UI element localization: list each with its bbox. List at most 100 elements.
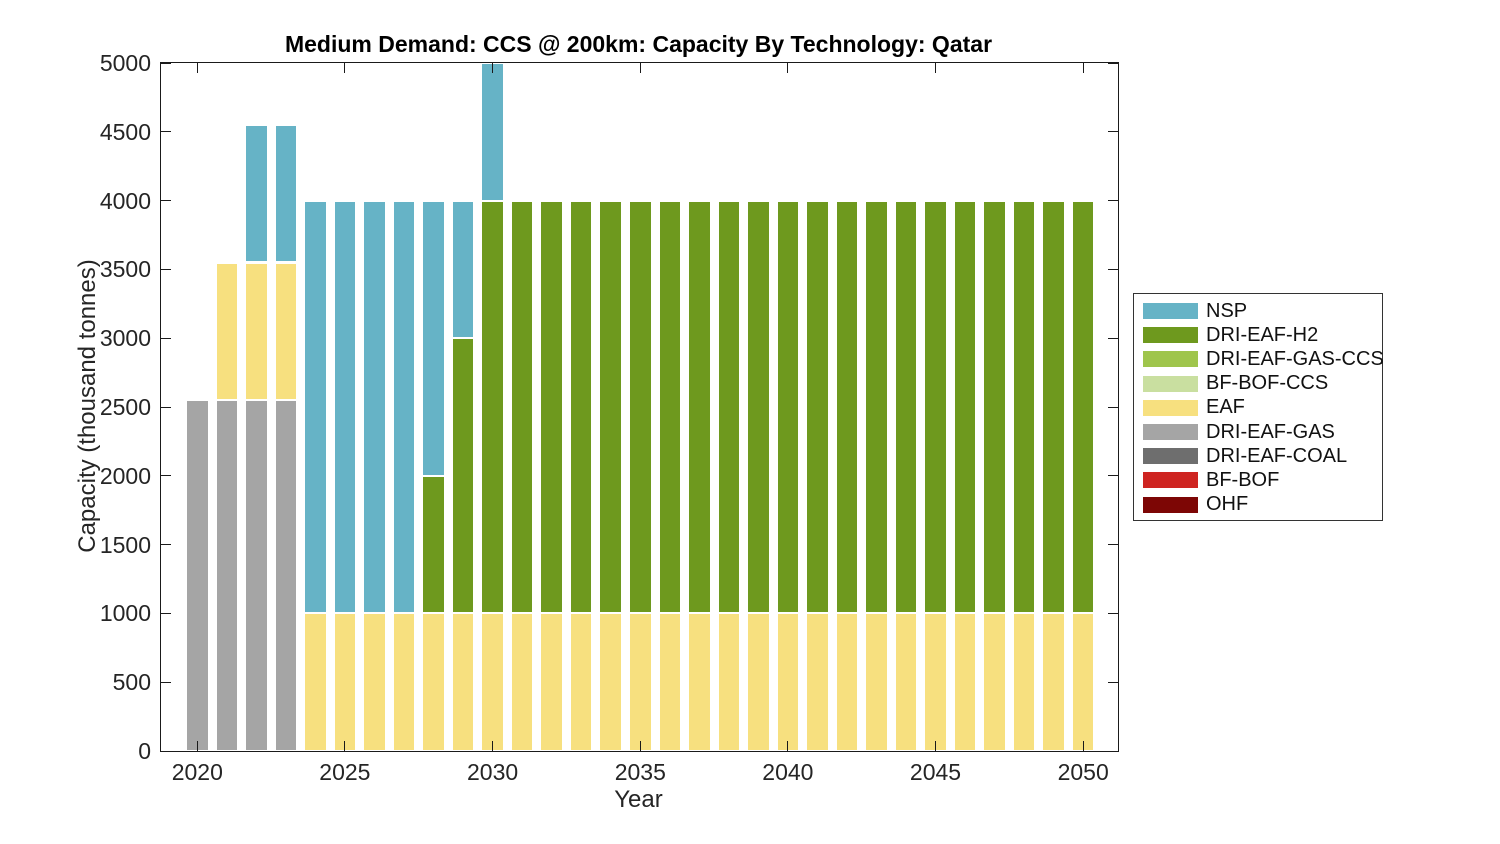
bar-segment-EAF-2027 — [392, 613, 416, 751]
y-tick — [161, 62, 171, 64]
bar-segment-EAF-2036 — [658, 613, 682, 751]
bar-segment-DRI-EAF-GAS-2023 — [274, 400, 298, 751]
legend-swatch-OHF — [1143, 496, 1198, 513]
bar-segment-DRI-EAF-GAS-2022 — [245, 400, 268, 751]
y-tick — [161, 268, 171, 270]
y-tick-right — [1108, 131, 1118, 133]
y-tick-label: 5000 — [99, 50, 151, 76]
bar-segment-DRI-EAF-H2-2036 — [658, 200, 682, 614]
legend-swatch-NSP — [1143, 303, 1198, 320]
bar-segment-EAF-2039 — [747, 613, 770, 751]
y-tick — [161, 681, 171, 683]
legend-swatch-EAF — [1143, 399, 1198, 416]
legend-label: EAF — [1206, 396, 1245, 419]
bar-segment-EAF-2028 — [422, 613, 445, 751]
x-tick — [639, 741, 641, 751]
legend-item-EAF: EAF — [1134, 396, 1382, 420]
legend-item-DRI-EAF-COAL: DRI-EAF-COAL — [1134, 444, 1382, 468]
bar-segment-EAF-2034 — [599, 613, 622, 751]
y-tick — [161, 131, 171, 133]
x-tick-label: 2020 — [171, 759, 223, 785]
y-tick-right — [1108, 612, 1118, 614]
bar-segment-NSP-2028 — [422, 200, 445, 476]
legend-item-DRI-EAF-GAS: DRI-EAF-GAS — [1134, 420, 1382, 444]
bar-segment-EAF-2042 — [835, 613, 859, 751]
legend-swatch-DRI-EAF-GAS — [1143, 424, 1198, 441]
x-tick-top — [196, 63, 198, 73]
bar-segment-NSP-2022 — [245, 124, 268, 263]
bar-segment-DRI-EAF-H2-2028 — [422, 475, 445, 614]
y-tick — [161, 475, 171, 477]
legend-item-DRI-EAF-H2: DRI-EAF-H2 — [1134, 323, 1382, 347]
bar-segment-DRI-EAF-H2-2037 — [688, 200, 711, 614]
y-tick — [161, 406, 171, 408]
x-tick-label: 2040 — [762, 759, 814, 785]
y-tick-right — [1108, 475, 1118, 477]
bar-segment-EAF-2023 — [274, 262, 298, 401]
bar-segment-DRI-EAF-H2-2042 — [835, 200, 859, 614]
bar-segment-EAF-2050 — [1071, 613, 1095, 751]
bar-segment-DRI-EAF-GAS-2020 — [186, 400, 209, 751]
x-tick — [935, 741, 936, 751]
bar-segment-NSP-2030 — [481, 63, 504, 201]
y-tick-right — [1108, 750, 1118, 752]
bar-segment-EAF-2043 — [865, 613, 888, 751]
x-tick — [196, 741, 198, 751]
bar-segment-DRI-EAF-GAS-2021 — [215, 400, 239, 751]
y-tick-label: 0 — [138, 738, 151, 764]
x-tick — [1082, 741, 1084, 751]
bar-segment-DRI-EAF-H2-2050 — [1071, 200, 1095, 614]
bar-segment-EAF-2046 — [953, 613, 977, 751]
legend-swatch-BF-BOF — [1143, 472, 1198, 489]
y-tick-right — [1108, 406, 1118, 408]
y-tick-right — [1108, 268, 1118, 270]
y-tick-label: 1000 — [99, 600, 151, 627]
bar-segment-DRI-EAF-H2-2038 — [717, 200, 741, 614]
bar-segment-DRI-EAF-H2-2029 — [451, 338, 475, 614]
legend-item-BF-BOF: BF-BOF — [1134, 468, 1382, 492]
y-tick — [161, 200, 171, 202]
bar-segment-DRI-EAF-H2-2048 — [1012, 200, 1036, 614]
bar-segment-DRI-EAF-H2-2033 — [569, 200, 593, 614]
x-axis-label: Year — [614, 786, 663, 813]
bar-segment-DRI-EAF-H2-2049 — [1042, 200, 1065, 614]
x-tick-label: 2035 — [614, 759, 666, 785]
x-tick-label: 2050 — [1057, 759, 1109, 785]
x-tick-label: 2045 — [909, 759, 962, 785]
bar-segment-EAF-2029 — [451, 613, 475, 751]
bar-segment-EAF-2021 — [215, 262, 239, 401]
bar-segment-EAF-2031 — [510, 613, 534, 751]
y-tick-label: 3500 — [99, 256, 151, 283]
bar-segment-NSP-2027 — [392, 200, 416, 614]
bar-segment-DRI-EAF-H2-2030 — [481, 200, 504, 614]
bar-segment-EAF-2040 — [776, 613, 800, 751]
bar-segment-DRI-EAF-H2-2039 — [747, 200, 770, 614]
x-tick-top — [344, 63, 346, 73]
bar-segment-EAF-2038 — [717, 613, 741, 751]
bar-segment-DRI-EAF-H2-2040 — [776, 200, 800, 614]
bar-segment-EAF-2045 — [924, 613, 947, 751]
bar-segment-EAF-2044 — [894, 613, 918, 751]
legend-swatch-DRI-EAF-H2 — [1143, 327, 1198, 344]
legend-item-OHF: OHF — [1134, 493, 1382, 517]
legend-item-BF-BOF-CCS: BF-BOF-CCS — [1134, 372, 1382, 396]
x-tick — [787, 741, 789, 751]
x-tick — [492, 741, 494, 751]
y-tick-label: 1500 — [99, 531, 151, 558]
bar-segment-EAF-2030 — [481, 613, 504, 751]
y-tick-right — [1108, 200, 1118, 202]
legend-label: DRI-EAF-GAS — [1206, 420, 1335, 443]
legend-label: DRI-EAF-COAL — [1206, 444, 1348, 467]
bar-segment-EAF-2032 — [540, 613, 563, 751]
plot-area: 0 500 1000 1500 2000 2500 3000 3500 4000 4500 5000… — [100, 51, 1119, 785]
legend-label: NSP — [1206, 299, 1248, 322]
bar-segment-EAF-2024 — [304, 613, 327, 751]
bars-container — [161, 63, 1118, 751]
bar-segment-EAF-2041 — [806, 613, 829, 751]
bar-segment-EAF-2047 — [983, 613, 1006, 751]
bar-segment-EAF-2048 — [1012, 613, 1036, 751]
y-tick-right — [1108, 337, 1118, 339]
legend-item-NSP: NSP — [1134, 299, 1382, 323]
y-tick-label: 3000 — [99, 325, 151, 352]
